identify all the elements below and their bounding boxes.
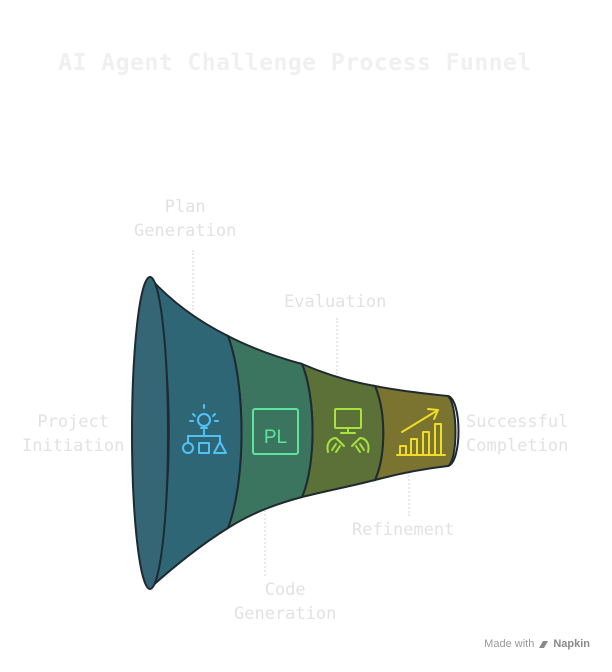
made-with-napkin-footer[interactable]: Made with Napkin bbox=[484, 638, 590, 650]
diagram-title: AI Agent Challenge Process Funnel bbox=[58, 50, 532, 76]
funnel-mouth bbox=[131, 276, 169, 590]
funnel-segment-evaluation bbox=[300, 362, 385, 499]
stage-label-code-generation-line-2: Generation bbox=[234, 604, 337, 624]
connector-code-generation bbox=[264, 510, 266, 576]
stage-label-evaluation-line-1: Evaluation bbox=[284, 292, 387, 312]
lightbulb-flowchart-icon bbox=[182, 404, 227, 454]
start-label-line-2: Initiation bbox=[22, 436, 125, 456]
end-label: Successful Completion bbox=[466, 410, 568, 458]
monitor-hands-icon bbox=[326, 408, 370, 453]
end-label-line-1: Successful bbox=[466, 412, 569, 432]
made-with-text: Made with bbox=[484, 638, 535, 650]
napkin-logo-icon bbox=[539, 640, 549, 648]
start-label: Project Initiation bbox=[22, 410, 124, 458]
stage-label-refinement-line-1: Refinement bbox=[352, 520, 455, 540]
connector-plan-generation bbox=[192, 250, 194, 310]
connector-refinement bbox=[408, 472, 410, 516]
napkin-brand-text: Napkin bbox=[553, 638, 590, 650]
stage-label-plan-generation: Plan Generation bbox=[134, 195, 236, 243]
start-label-line-1: Project bbox=[37, 412, 109, 432]
stage-label-plan-generation-line-1: Plan bbox=[164, 197, 206, 217]
code-editor-icon-text: PL bbox=[264, 427, 287, 448]
funnel-end-cap bbox=[447, 395, 460, 467]
connector-evaluation bbox=[336, 318, 338, 374]
stage-label-refinement: Refinement bbox=[352, 518, 454, 542]
growth-chart-icon bbox=[396, 408, 446, 456]
stage-label-code-generation-line-1: Code bbox=[264, 580, 306, 600]
funnel-segment-refinement bbox=[373, 384, 457, 482]
stage-label-code-generation: Code Generation bbox=[234, 578, 336, 626]
end-label-line-2: Completion bbox=[466, 436, 569, 456]
stage-label-evaluation: Evaluation bbox=[284, 290, 386, 314]
stage-label-plan-generation-line-2: Generation bbox=[134, 221, 237, 241]
code-editor-icon: PL bbox=[252, 408, 299, 455]
